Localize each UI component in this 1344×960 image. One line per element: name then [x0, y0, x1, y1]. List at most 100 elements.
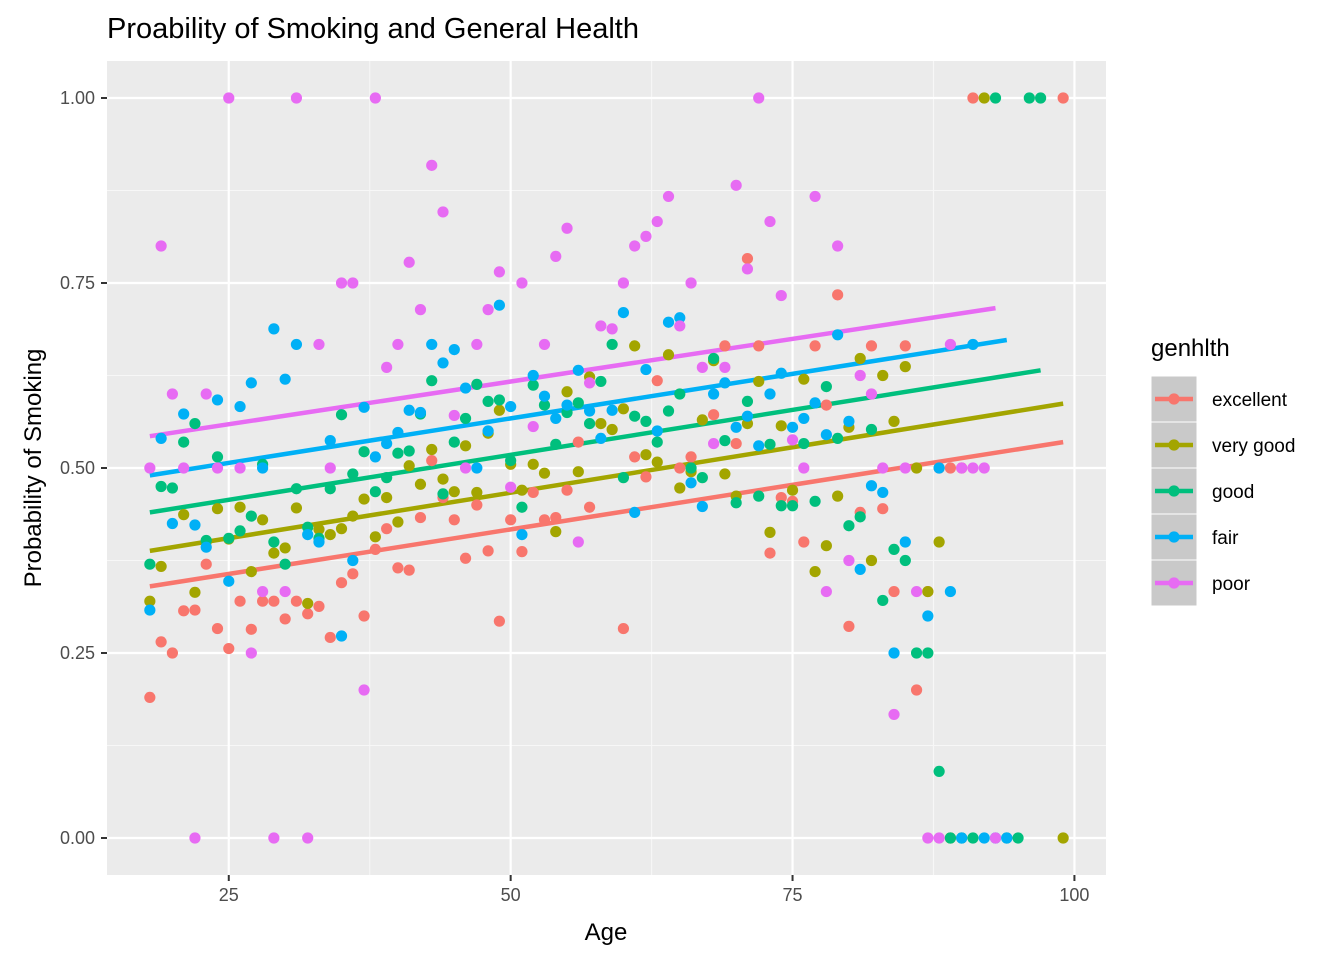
data-point: [358, 446, 370, 458]
data-point: [335, 409, 348, 421]
data-point: [629, 506, 641, 518]
data-point: [583, 377, 596, 389]
data-point: [561, 386, 573, 398]
data-point: [403, 445, 415, 457]
data-point: [910, 462, 923, 474]
data-point: [290, 338, 303, 351]
data-point: [482, 304, 494, 316]
data-point: [302, 832, 314, 844]
data-point: [820, 429, 832, 441]
data-point: [730, 421, 742, 433]
data-point: [640, 449, 652, 461]
data-point: [166, 647, 178, 659]
data-point: [651, 436, 663, 448]
data-point: [482, 425, 494, 437]
data-point: [369, 486, 381, 498]
data-point: [550, 250, 562, 262]
data-point: [448, 486, 460, 498]
data-point: [956, 462, 968, 474]
data-point: [832, 329, 844, 341]
data-point: [516, 277, 528, 289]
data-point: [685, 451, 697, 463]
data-point: [505, 514, 517, 526]
data-point: [606, 404, 618, 416]
data-point: [493, 615, 505, 627]
data-point: [290, 502, 303, 514]
data-point: [279, 558, 291, 570]
data-point: [888, 543, 900, 556]
data-point: [877, 594, 889, 607]
data-point: [290, 595, 303, 607]
data-point: [155, 240, 167, 252]
data-point: [832, 432, 844, 444]
data-point: [832, 490, 844, 502]
trend-line-excellent: [149, 439, 1064, 589]
data-point: [809, 190, 821, 203]
data-point: [843, 415, 855, 427]
data-point: [257, 514, 269, 526]
data-point: [910, 684, 923, 696]
data-point: [865, 423, 878, 436]
data-point: [550, 511, 562, 524]
data-point: [978, 832, 990, 844]
data-point: [200, 558, 212, 570]
data-point: [798, 536, 810, 548]
data-point: [234, 525, 246, 537]
data-point: [933, 832, 945, 844]
data-point: [820, 585, 832, 598]
data-point: [302, 529, 314, 541]
data-point: [967, 338, 979, 351]
data-point: [403, 256, 415, 268]
data-point: [674, 482, 686, 494]
series-poor: [144, 92, 1002, 844]
data-point: [572, 397, 584, 409]
data-point: [347, 554, 359, 567]
data-point: [956, 832, 968, 844]
data-point: [708, 388, 720, 400]
data-point: [290, 483, 303, 495]
data-point: [899, 462, 911, 474]
data-point: [798, 373, 810, 385]
data-point: [178, 509, 190, 521]
legend-label: fair: [1212, 528, 1239, 549]
data-point: [234, 400, 246, 413]
data-point: [572, 466, 584, 478]
data-point: [967, 832, 979, 844]
data-point: [708, 352, 720, 365]
data-point: [516, 484, 528, 496]
data-point: [347, 568, 359, 580]
legend-item-excellent: excellent: [1150, 375, 1288, 423]
data-point: [865, 340, 878, 352]
data-point: [459, 462, 472, 474]
data-point: [324, 631, 336, 644]
data-point: [629, 340, 641, 352]
data-point: [629, 410, 641, 422]
data-point: [1012, 832, 1024, 844]
data-point: [392, 562, 404, 574]
data-point: [1057, 832, 1069, 844]
x-tick-label: 75: [783, 885, 803, 905]
data-point: [583, 405, 596, 417]
data-point: [516, 501, 528, 513]
data-point: [538, 467, 551, 479]
data-point: [775, 367, 787, 379]
data-point: [178, 605, 190, 617]
data-point: [606, 338, 618, 351]
data-point: [786, 500, 799, 512]
data-point: [753, 340, 765, 352]
data-point: [640, 230, 652, 242]
data-point: [809, 340, 821, 352]
data-point: [448, 436, 460, 448]
data-point: [516, 546, 528, 558]
data-point: [978, 92, 990, 104]
data-point: [1023, 92, 1035, 104]
data-point: [820, 540, 832, 552]
data-point: [257, 462, 269, 474]
y-axis-title: Probability of Smoking: [20, 349, 47, 588]
data-point: [459, 440, 472, 452]
data-point: [381, 523, 393, 535]
legend-key-point: [1168, 393, 1180, 405]
data-point: [944, 338, 956, 351]
data-point: [144, 595, 156, 607]
